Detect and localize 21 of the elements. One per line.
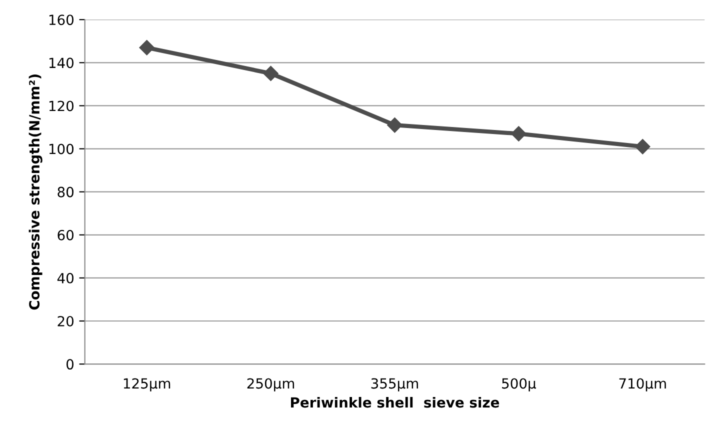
x-tick-label: 355µm — [371, 378, 418, 392]
point — [387, 118, 402, 133]
y-axis-title: Compressive strength(N/mm²) — [28, 74, 42, 310]
x-axis-title: Periwinkle shell sieve size — [291, 396, 500, 408]
y-tick-label: 100 — [49, 144, 74, 154]
y-tick-label: 140 — [49, 58, 74, 68]
point — [263, 66, 278, 82]
point — [139, 40, 154, 56]
point — [511, 126, 526, 142]
point — [635, 139, 650, 154]
y-tick-label: 60 — [58, 230, 74, 240]
x-tick-label: 125µm — [124, 378, 170, 392]
x-tick-label: 500µ — [502, 378, 536, 392]
x-tick-label: 710µm — [619, 378, 666, 392]
y-tick-label: 40 — [57, 272, 74, 284]
y-tick-label: 0 — [66, 359, 74, 370]
y-tick-label: 160 — [49, 14, 74, 26]
y-tick-label: 20 — [58, 316, 74, 326]
x-tick-label: 250µm — [247, 378, 294, 392]
y-tick-label: 80 — [58, 186, 74, 198]
y-tick-label: 120 — [49, 100, 74, 112]
